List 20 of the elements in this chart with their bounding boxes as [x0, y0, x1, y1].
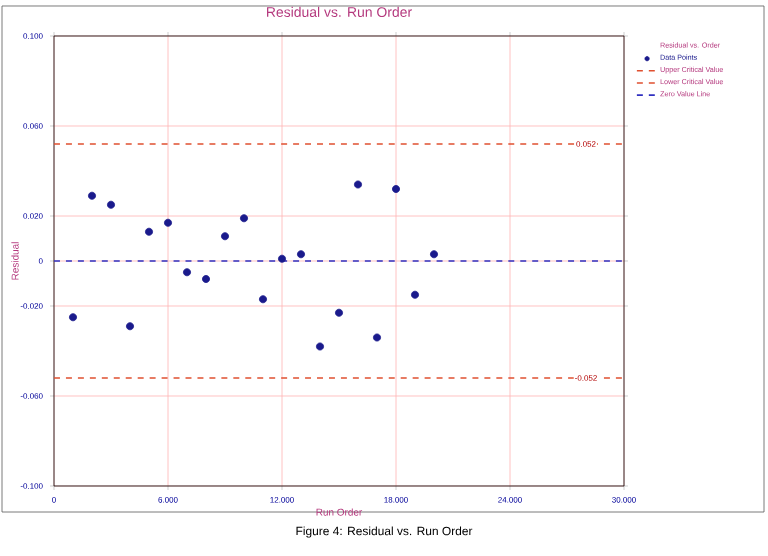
- point: [221, 232, 229, 241]
- point: [88, 191, 96, 200]
- point: [164, 218, 172, 227]
- point: [297, 250, 305, 259]
- point: [316, 342, 324, 351]
- point: [430, 250, 438, 259]
- point: [373, 333, 381, 342]
- point: [411, 290, 419, 299]
- point: [202, 275, 210, 283]
- point: [278, 254, 286, 263]
- point: [183, 268, 191, 277]
- point: [354, 180, 362, 189]
- point: [126, 322, 134, 331]
- point: [335, 308, 343, 317]
- point: [392, 185, 400, 193]
- point: [240, 214, 248, 223]
- point: [69, 313, 77, 322]
- point: [259, 295, 267, 304]
- point: [145, 227, 153, 236]
- point: [107, 200, 115, 209]
